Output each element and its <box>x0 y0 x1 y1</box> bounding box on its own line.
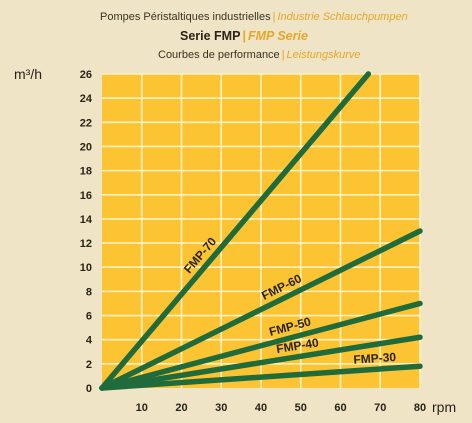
header-line-3: Courbes de performance | Leistungskurve <box>158 49 361 61</box>
header-line-1-de: Industrie Schlauchpumpen <box>277 11 408 23</box>
y-tick-label: 4 <box>86 335 93 347</box>
y-tick-label: 2 <box>86 359 92 371</box>
header-line-2-de: FMP Serie <box>247 29 308 43</box>
header-line-3-de: Leistungskurve <box>286 49 361 61</box>
y-tick-label: 26 <box>80 69 92 81</box>
series-label: FMP-30 <box>353 350 397 367</box>
header-separator-3: | <box>281 49 285 61</box>
header-line-2: Serie FMP | FMP Serie <box>180 29 308 43</box>
header-line-2-fr: Serie FMP <box>180 29 241 43</box>
x-tick-label: 80 <box>414 402 426 414</box>
y-tick-label: 6 <box>86 311 92 323</box>
y-axis-label: m³/h <box>14 66 42 82</box>
y-tick-label: 8 <box>86 286 92 298</box>
y-tick-label: 18 <box>80 166 92 178</box>
y-tick-label: 0 <box>86 383 92 395</box>
series-line <box>99 363 423 391</box>
series-label: FMP-40 <box>275 335 320 356</box>
header-separator-1: | <box>272 11 276 23</box>
x-tick-label: 50 <box>295 402 307 414</box>
header-line-3-fr: Courbes de performance <box>158 49 280 61</box>
header-line-1: Pompes Péristaltiques industrielles | Indu… <box>100 11 408 23</box>
series-line <box>99 300 423 391</box>
y-tick-label: 22 <box>80 117 92 129</box>
series-line <box>99 71 372 391</box>
header-line-1-fr: Pompes Péristaltiques industrielles <box>100 11 271 23</box>
x-axis-label: rpm <box>432 399 456 415</box>
y-tick-label: 10 <box>80 262 92 274</box>
x-tick-label: 30 <box>215 402 227 414</box>
header-separator-2: | <box>242 29 246 43</box>
y-tick-label: 20 <box>80 141 92 153</box>
y-tick-label: 16 <box>80 190 92 202</box>
x-tick-label: 40 <box>255 402 267 414</box>
y-tick-label: 12 <box>80 238 92 250</box>
series-line <box>99 228 423 391</box>
x-tick-label: 10 <box>136 402 148 414</box>
series-line <box>99 334 423 391</box>
x-tick-label: 20 <box>175 402 187 414</box>
x-tick-label: 60 <box>334 402 346 414</box>
x-tick-label: 70 <box>374 402 386 414</box>
y-tick-label: 24 <box>80 93 93 105</box>
y-tick-label: 14 <box>80 214 93 226</box>
